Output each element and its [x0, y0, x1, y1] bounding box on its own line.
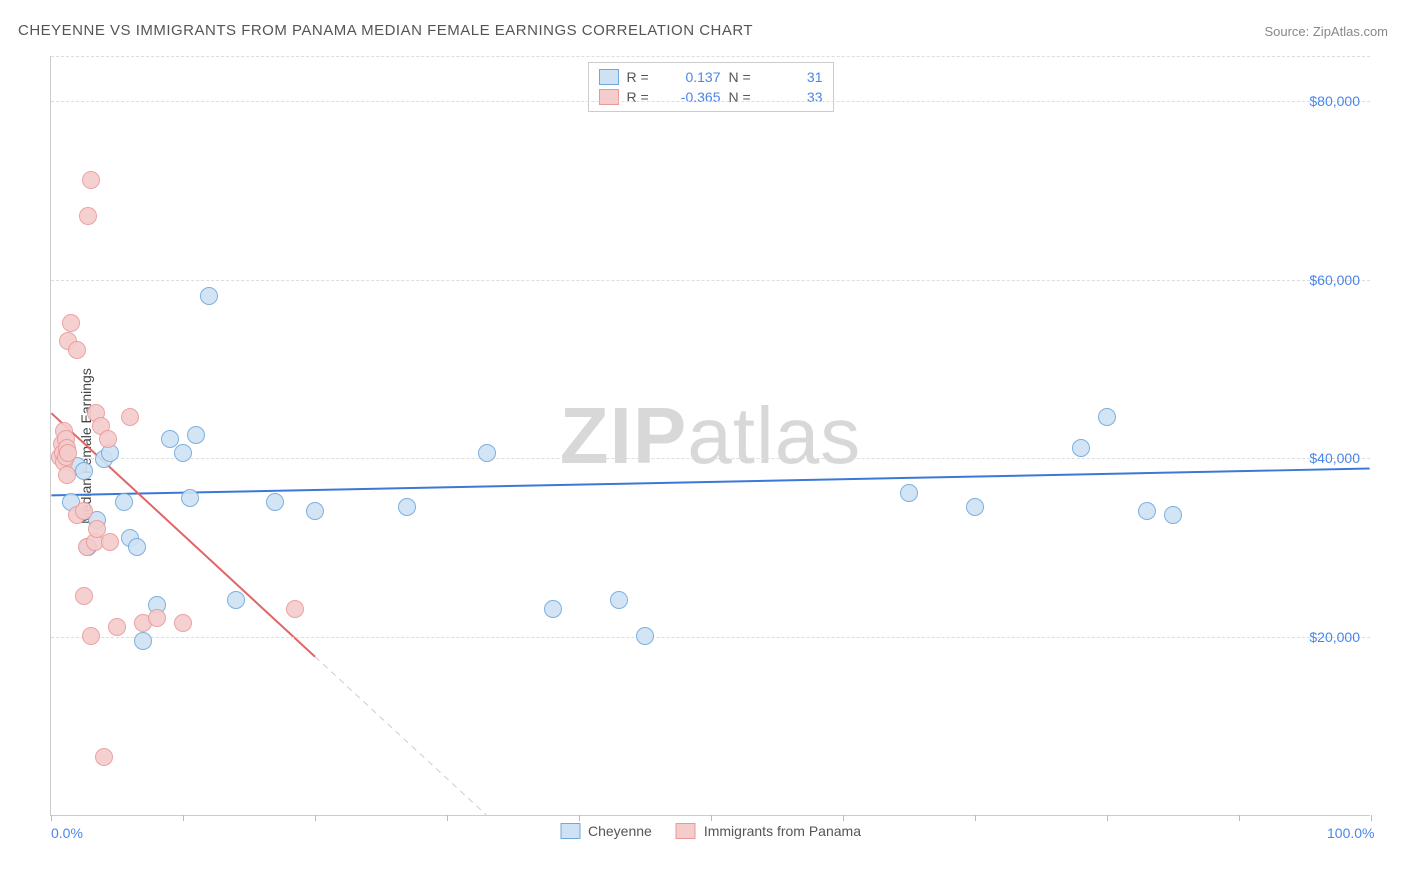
data-point — [79, 207, 97, 225]
gridline-h — [51, 56, 1370, 57]
data-point — [101, 533, 119, 551]
data-point — [636, 627, 654, 645]
x-tick — [843, 815, 844, 821]
data-point — [306, 502, 324, 520]
data-point — [1138, 502, 1156, 520]
n-label-1: N = — [729, 69, 759, 85]
x-tick — [975, 815, 976, 821]
y-tick-label: $80,000 — [1309, 93, 1360, 109]
data-point — [68, 341, 86, 359]
data-point — [62, 314, 80, 332]
data-point — [286, 600, 304, 618]
gridline-h — [51, 280, 1370, 281]
x-tick — [447, 815, 448, 821]
x-tick — [1239, 815, 1240, 821]
y-tick-label: $60,000 — [1309, 272, 1360, 288]
n-label-2: N = — [729, 89, 759, 105]
x-tick-label: 100.0% — [1327, 825, 1374, 841]
data-point — [200, 287, 218, 305]
data-point — [75, 502, 93, 520]
x-tick-label: 0.0% — [51, 825, 83, 841]
data-point — [95, 748, 113, 766]
data-point — [82, 171, 100, 189]
legend-swatch-1 — [599, 69, 619, 85]
data-point — [610, 591, 628, 609]
data-point — [398, 498, 416, 516]
plot-area: ZIPatlas R = 0.137 N = 31 R = -0.365 N =… — [50, 56, 1370, 816]
x-tick — [315, 815, 316, 821]
y-tick-label: $20,000 — [1309, 629, 1360, 645]
legend-item-1: Cheyenne — [560, 823, 652, 839]
data-point — [478, 444, 496, 462]
legend-bottom-label-2: Immigrants from Panama — [704, 823, 861, 839]
data-point — [544, 600, 562, 618]
chart-title: CHEYENNE VS IMMIGRANTS FROM PANAMA MEDIA… — [18, 22, 753, 39]
trend-lines — [51, 56, 1370, 815]
x-tick — [579, 815, 580, 821]
data-point — [148, 609, 166, 627]
x-tick — [51, 815, 52, 821]
data-point — [121, 408, 139, 426]
data-point — [900, 484, 918, 502]
n-value-2: 33 — [767, 89, 823, 105]
legend-correlation-box: R = 0.137 N = 31 R = -0.365 N = 33 — [588, 62, 834, 112]
legend-swatch-2 — [599, 89, 619, 105]
gridline-h — [51, 637, 1370, 638]
data-point — [174, 614, 192, 632]
data-point — [82, 627, 100, 645]
data-point — [181, 489, 199, 507]
y-tick-label: $40,000 — [1309, 450, 1360, 466]
n-value-1: 31 — [767, 69, 823, 85]
data-point — [1098, 408, 1116, 426]
legend-row-series-1: R = 0.137 N = 31 — [599, 67, 823, 87]
legend-row-series-2: R = -0.365 N = 33 — [599, 87, 823, 107]
data-point — [174, 444, 192, 462]
gridline-h — [51, 101, 1370, 102]
legend-bottom-swatch-2 — [676, 823, 696, 839]
x-tick — [183, 815, 184, 821]
legend-bottom-label-1: Cheyenne — [588, 823, 652, 839]
legend-bottom: Cheyenne Immigrants from Panama — [560, 823, 861, 839]
data-point — [59, 444, 77, 462]
data-point — [58, 466, 76, 484]
legend-item-2: Immigrants from Panama — [676, 823, 861, 839]
chart-container: CHEYENNE VS IMMIGRANTS FROM PANAMA MEDIA… — [0, 0, 1406, 892]
data-point — [966, 498, 984, 516]
data-point — [108, 618, 126, 636]
data-point — [1164, 506, 1182, 524]
data-point — [128, 538, 146, 556]
x-tick — [711, 815, 712, 821]
data-point — [115, 493, 133, 511]
legend-bottom-swatch-1 — [560, 823, 580, 839]
data-point — [75, 587, 93, 605]
gridline-h — [51, 458, 1370, 459]
r-label-1: R = — [627, 69, 657, 85]
data-point — [75, 462, 93, 480]
data-point — [99, 430, 117, 448]
data-point — [1072, 439, 1090, 457]
x-tick — [1107, 815, 1108, 821]
r-value-2: -0.365 — [665, 89, 721, 105]
data-point — [134, 632, 152, 650]
x-tick — [1371, 815, 1372, 821]
r-value-1: 0.137 — [665, 69, 721, 85]
data-point — [227, 591, 245, 609]
r-label-2: R = — [627, 89, 657, 105]
source-label: Source: ZipAtlas.com — [1264, 24, 1388, 39]
data-point — [266, 493, 284, 511]
data-point — [187, 426, 205, 444]
